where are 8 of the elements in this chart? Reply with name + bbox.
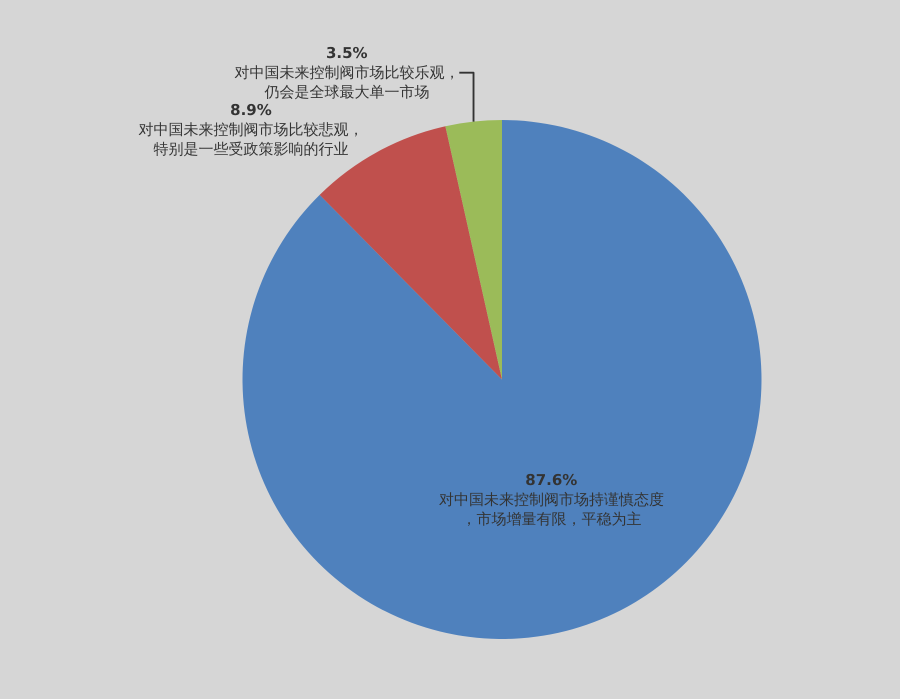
slice-label: 对中国未来控制阀市场比较悲观，特别是一些受政策影响的行业 (138, 120, 364, 158)
pie-slice (445, 120, 502, 380)
data-label: 3.5% (326, 44, 368, 62)
pie-slice (242, 120, 762, 639)
slice-label: 对中国未来控制阀市场比较乐观，仍会是全球最大单一市场 (234, 64, 460, 102)
data-label: 87.6% (525, 471, 578, 490)
slice-label: 对中国未来控制阀市场持谨慎态度，市场增量有限，平稳为主 (438, 490, 664, 528)
data-label: 8.9% (230, 101, 272, 120)
